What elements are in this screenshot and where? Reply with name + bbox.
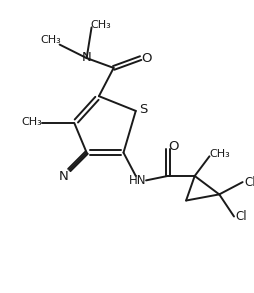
- Text: O: O: [168, 139, 178, 153]
- Text: HN: HN: [129, 174, 146, 187]
- Text: N: N: [81, 51, 91, 64]
- Text: N: N: [58, 170, 68, 183]
- Text: CH₃: CH₃: [22, 117, 42, 127]
- Text: CH₃: CH₃: [209, 149, 229, 159]
- Text: S: S: [139, 103, 147, 116]
- Text: O: O: [141, 52, 151, 64]
- Text: CH₃: CH₃: [40, 35, 61, 45]
- Text: CH₃: CH₃: [90, 21, 111, 30]
- Text: Cl: Cl: [243, 176, 254, 189]
- Text: Cl: Cl: [235, 210, 246, 223]
